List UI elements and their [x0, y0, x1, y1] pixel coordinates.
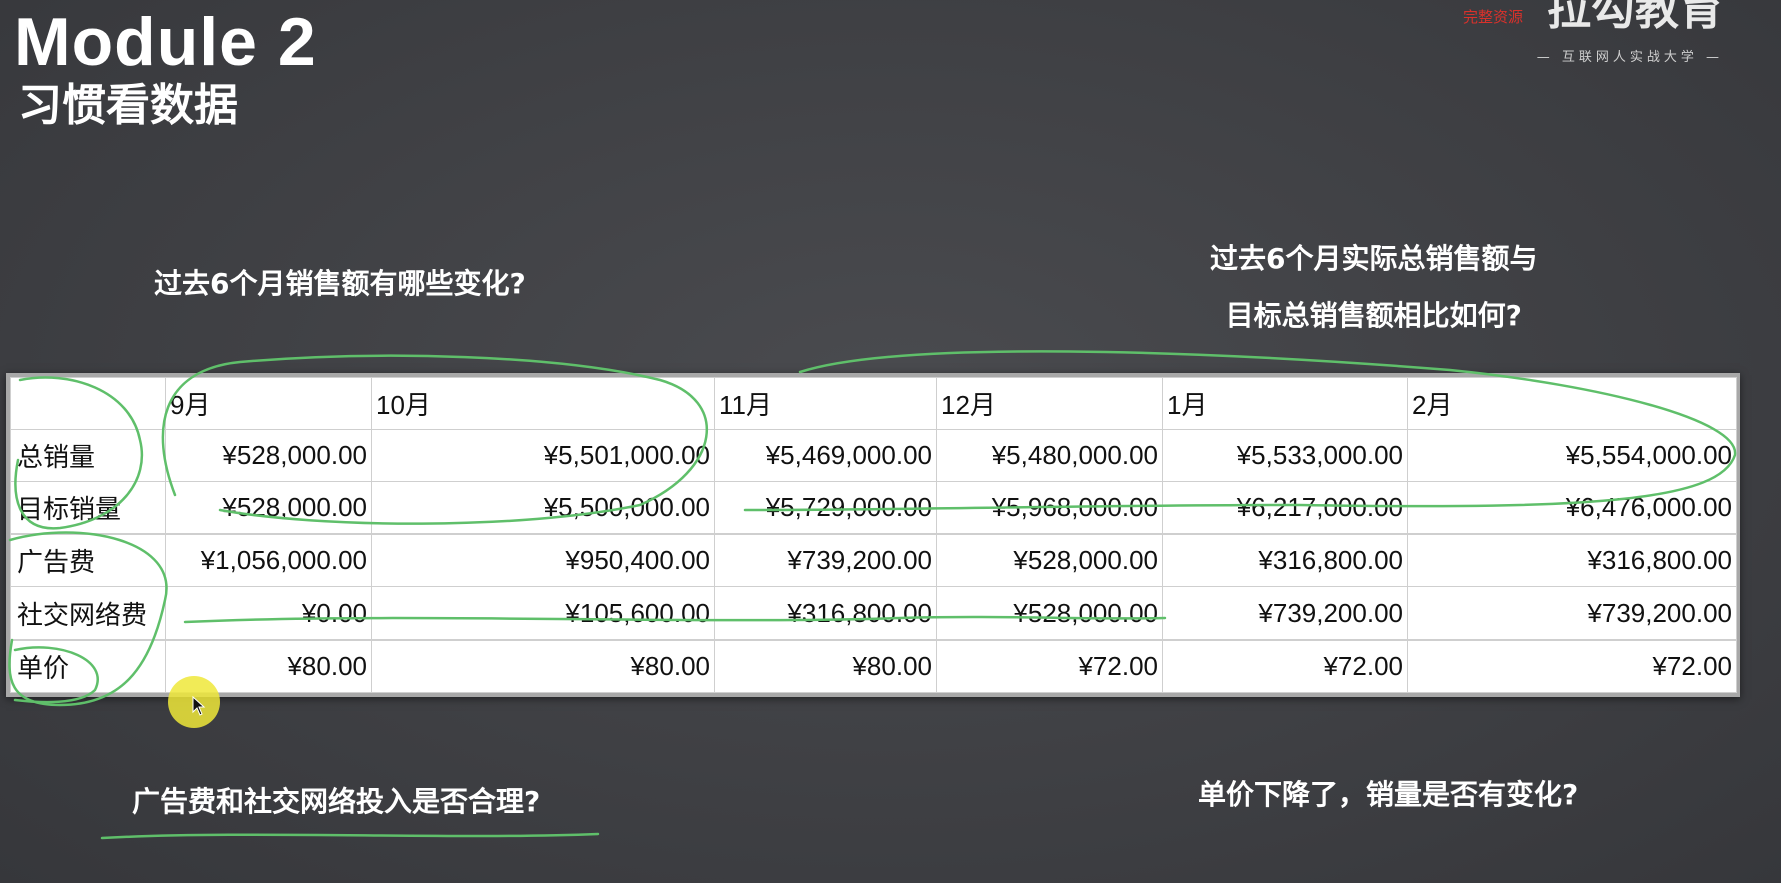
row-label[interactable]: 目标销量 — [10, 481, 166, 535]
table-cell[interactable]: ¥528,000.00 — [936, 586, 1163, 640]
table-row — [10, 638, 1737, 642]
table-cell[interactable]: ¥72.00 — [936, 639, 1163, 694]
month-header[interactable]: 11月 — [714, 376, 937, 431]
table-cell[interactable]: ¥1,056,000.00 — [165, 534, 372, 588]
month-header[interactable]: 1月 — [1162, 376, 1408, 431]
module-subtitle: 习惯看数据 — [18, 80, 238, 131]
table-row: 单价 ¥80.00 ¥80.00 ¥80.00 ¥72.00 ¥72.00 ¥7… — [10, 639, 1737, 694]
logo-tagline: — 互联网人实战大学 — — [1536, 50, 1723, 65]
table-cell[interactable]: ¥5,501,000.00 — [371, 429, 715, 483]
table-cell[interactable]: ¥105,600.00 — [371, 586, 715, 640]
question-actual-vs-target: 过去6个月实际总销售额与 目标总销售额相比如何? — [1210, 230, 1537, 344]
table-cell[interactable]: ¥5,533,000.00 — [1162, 429, 1408, 483]
logo-text: 拉勾教育 — [1547, 0, 1723, 35]
question-line: 过去6个月实际总销售额与 — [1210, 242, 1538, 275]
table-cell[interactable]: ¥72.00 — [1407, 639, 1737, 694]
table-row: 目标销量 ¥528,000.00 ¥5,500,000.00 ¥5,729,00… — [10, 481, 1737, 535]
table-cell[interactable]: ¥5,729,000.00 — [714, 481, 937, 535]
table-cell[interactable]: ¥528,000.00 — [165, 481, 372, 535]
table-cell[interactable]: ¥5,500,000.00 — [371, 481, 715, 535]
table-cell[interactable]: ¥950,400.00 — [371, 534, 715, 588]
month-header[interactable]: 12月 — [936, 376, 1163, 431]
table-cell[interactable]: ¥80.00 — [371, 639, 715, 694]
brand-logo: 完整资源 拉勾教育 — 互联网人实战大学 — — [1463, 0, 1723, 70]
month-header[interactable]: 2月 — [1407, 376, 1737, 431]
table-cell[interactable]: ¥528,000.00 — [165, 429, 372, 483]
table-cell[interactable] — [10, 376, 166, 431]
row-label[interactable]: 总销量 — [10, 429, 166, 483]
table-row: 社交网络费 ¥0.00 ¥105,600.00 ¥316,800.00 ¥528… — [10, 586, 1737, 640]
question-line: 目标总销售额相比如何? — [1225, 299, 1522, 332]
table-cell[interactable]: ¥6,217,000.00 — [1162, 481, 1408, 535]
table-cell[interactable]: ¥316,800.00 — [1162, 534, 1408, 588]
logo-watermark: 完整资源 — [1463, 8, 1524, 26]
table-cell[interactable]: ¥80.00 — [714, 639, 937, 694]
row-label[interactable]: 社交网络费 — [10, 586, 166, 640]
table-cell[interactable]: ¥316,800.00 — [714, 586, 937, 640]
month-header[interactable]: 9月 — [165, 376, 372, 431]
table-cell[interactable]: ¥6,476,000.00 — [1407, 481, 1737, 535]
table-row: 总销量 ¥528,000.00 ¥5,501,000.00 ¥5,469,000… — [10, 429, 1737, 483]
header-row: 9月 10月 11月 12月 1月 2月 — [10, 376, 1737, 431]
table-cell[interactable]: ¥739,200.00 — [714, 534, 937, 588]
table-cell[interactable]: ¥5,469,000.00 — [714, 429, 937, 483]
table-cell[interactable]: ¥5,480,000.00 — [936, 429, 1163, 483]
row-label[interactable]: 广告费 — [10, 534, 166, 588]
question-unit-price: 单价下降了，销量是否有变化? — [1198, 778, 1579, 811]
module-title: Module 2 — [14, 4, 317, 80]
table-cell[interactable]: ¥739,200.00 — [1407, 586, 1737, 640]
annotation-underline-q3 — [100, 832, 600, 840]
table-cell[interactable]: ¥0.00 — [165, 586, 372, 640]
table-cell[interactable]: ¥739,200.00 — [1162, 586, 1408, 640]
table-cell[interactable] — [1407, 532, 1737, 536]
month-header[interactable]: 10月 — [371, 376, 715, 431]
table-cell[interactable]: ¥5,554,000.00 — [1407, 429, 1737, 483]
table-cell[interactable]: ¥5,968,000.00 — [936, 481, 1163, 535]
table-row: 广告费 ¥1,056,000.00 ¥950,400.00 ¥739,200.0… — [10, 534, 1737, 588]
question-sales-change: 过去6个月销售额有哪些变化? — [154, 267, 526, 300]
spreadsheet: 9月 10月 11月 12月 1月 2月 总销量 ¥528,000.00 ¥5,… — [6, 373, 1740, 697]
mouse-cursor-icon — [192, 696, 206, 716]
table-cell[interactable]: ¥316,800.00 — [1407, 534, 1737, 588]
row-label[interactable]: 单价 — [10, 639, 166, 694]
question-ad-spend: 广告费和社交网络投入是否合理? — [132, 785, 541, 818]
pointer-highlight — [168, 676, 220, 728]
table-cell[interactable] — [1407, 638, 1737, 642]
sales-table: 9月 10月 11月 12月 1月 2月 总销量 ¥528,000.00 ¥5,… — [10, 376, 1737, 694]
table-cell[interactable]: ¥528,000.00 — [936, 534, 1163, 588]
table-cell[interactable]: ¥72.00 — [1162, 639, 1408, 694]
